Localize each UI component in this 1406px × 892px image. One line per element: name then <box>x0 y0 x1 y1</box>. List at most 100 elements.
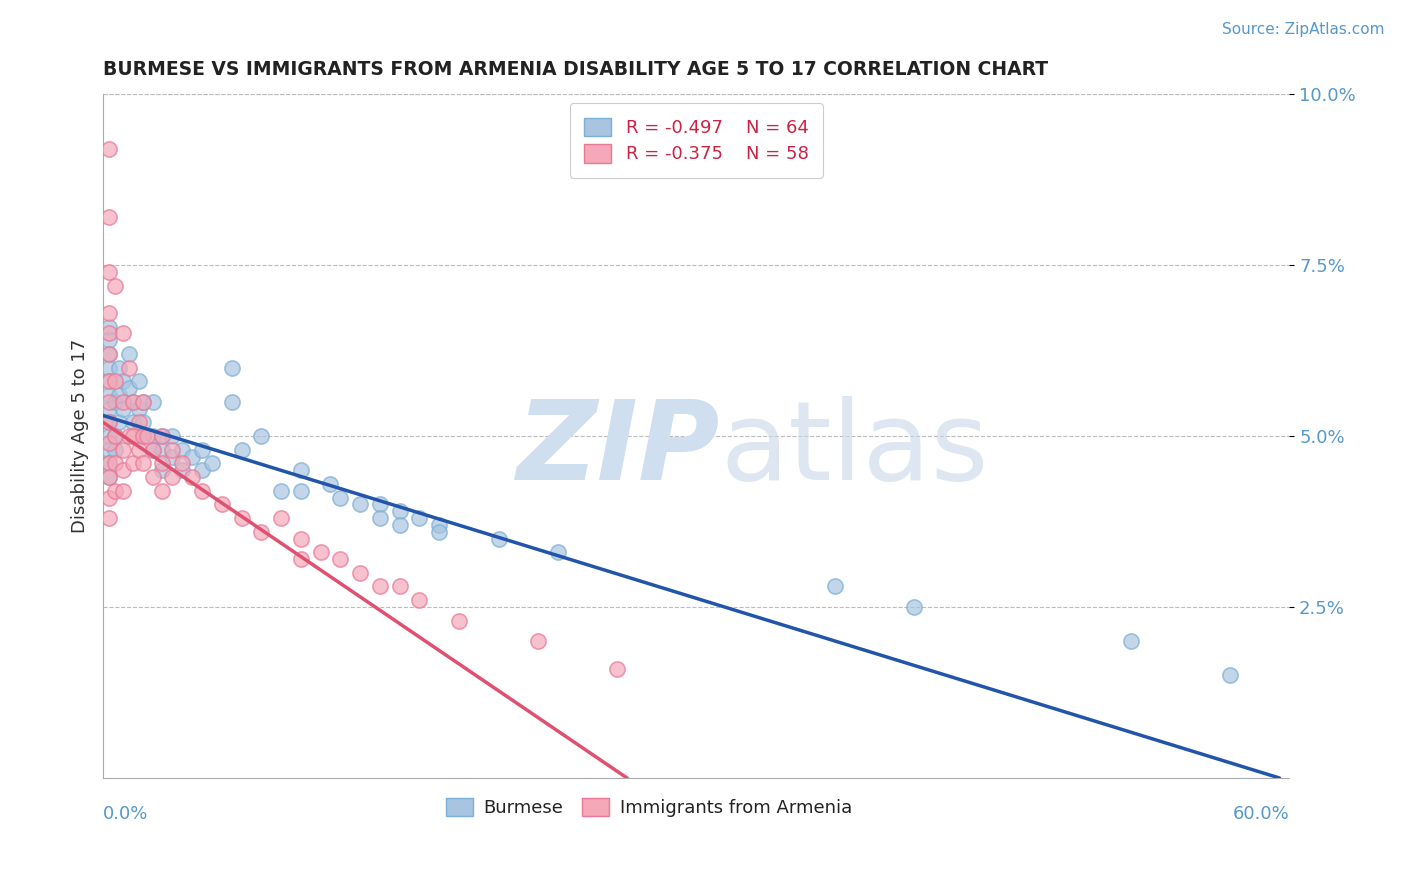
Point <box>606 662 628 676</box>
Point <box>142 442 165 457</box>
Point <box>162 450 184 464</box>
Point <box>118 381 141 395</box>
Point <box>128 442 150 457</box>
Point <box>131 415 153 429</box>
Point <box>231 511 253 525</box>
Point <box>128 415 150 429</box>
Point <box>98 360 121 375</box>
Point <box>131 456 153 470</box>
Point <box>98 374 121 388</box>
Point <box>111 483 134 498</box>
Point <box>152 463 174 477</box>
Point <box>368 511 391 525</box>
Point <box>108 388 131 402</box>
Point <box>221 360 243 375</box>
Point <box>329 491 352 505</box>
Point <box>104 374 127 388</box>
Point <box>121 394 143 409</box>
Point <box>388 504 411 518</box>
Point <box>290 463 312 477</box>
Point <box>181 470 204 484</box>
Text: Source: ZipAtlas.com: Source: ZipAtlas.com <box>1222 22 1385 37</box>
Point <box>111 394 134 409</box>
Point <box>98 435 121 450</box>
Point <box>172 442 194 457</box>
Point <box>104 456 127 470</box>
Point <box>111 326 134 341</box>
Point <box>152 483 174 498</box>
Point <box>121 456 143 470</box>
Point <box>98 491 121 505</box>
Point <box>142 394 165 409</box>
Point <box>290 532 312 546</box>
Point <box>98 429 121 443</box>
Point <box>104 442 127 457</box>
Point <box>104 429 127 443</box>
Point <box>118 347 141 361</box>
Point <box>111 374 134 388</box>
Point <box>162 470 184 484</box>
Point <box>408 593 430 607</box>
Point <box>98 319 121 334</box>
Point <box>108 360 131 375</box>
Text: BURMESE VS IMMIGRANTS FROM ARMENIA DISABILITY AGE 5 TO 17 CORRELATION CHART: BURMESE VS IMMIGRANTS FROM ARMENIA DISAB… <box>103 60 1049 78</box>
Point <box>1219 668 1241 682</box>
Point <box>111 442 134 457</box>
Point <box>142 429 165 443</box>
Point <box>131 394 153 409</box>
Point <box>152 442 174 457</box>
Point <box>903 600 925 615</box>
Y-axis label: Disability Age 5 to 17: Disability Age 5 to 17 <box>72 339 89 533</box>
Point <box>121 415 143 429</box>
Point <box>211 497 233 511</box>
Point <box>191 483 214 498</box>
Point <box>131 429 153 443</box>
Point <box>98 442 121 457</box>
Point <box>108 415 131 429</box>
Point <box>329 552 352 566</box>
Point <box>152 429 174 443</box>
Point <box>172 456 194 470</box>
Point <box>152 456 174 470</box>
Point <box>527 634 550 648</box>
Text: atlas: atlas <box>720 396 988 503</box>
Point <box>824 580 846 594</box>
Point <box>104 394 127 409</box>
Point <box>201 456 224 470</box>
Point <box>135 429 157 443</box>
Point <box>191 463 214 477</box>
Point <box>98 347 121 361</box>
Point <box>270 511 292 525</box>
Point <box>104 429 127 443</box>
Point <box>104 483 127 498</box>
Point <box>98 401 121 416</box>
Text: 0.0%: 0.0% <box>103 805 149 823</box>
Point <box>250 429 273 443</box>
Point <box>368 580 391 594</box>
Point <box>98 456 121 470</box>
Point <box>121 394 143 409</box>
Point <box>270 483 292 498</box>
Point <box>427 524 450 539</box>
Point <box>98 470 121 484</box>
Point <box>98 394 121 409</box>
Point <box>98 415 121 429</box>
Point <box>349 566 371 580</box>
Point <box>388 517 411 532</box>
Point <box>98 388 121 402</box>
Point <box>368 497 391 511</box>
Point <box>98 470 121 484</box>
Point <box>221 394 243 409</box>
Text: ZIP: ZIP <box>516 396 720 503</box>
Point <box>98 326 121 341</box>
Point <box>290 552 312 566</box>
Point <box>319 476 342 491</box>
Point <box>1121 634 1143 648</box>
Point <box>162 429 184 443</box>
Point <box>152 429 174 443</box>
Point <box>118 429 141 443</box>
Point <box>98 456 121 470</box>
Point <box>98 142 121 156</box>
Point <box>172 463 194 477</box>
Point <box>547 545 569 559</box>
